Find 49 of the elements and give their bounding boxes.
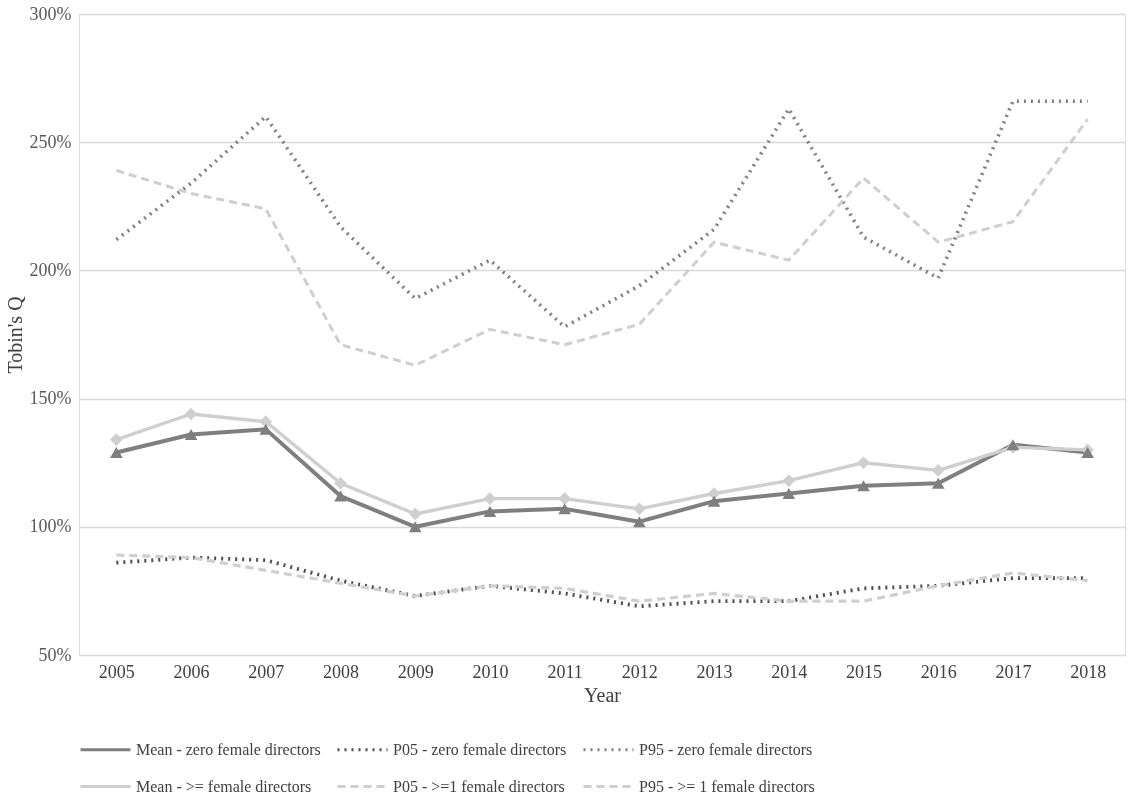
- y-axis-title: Tobin's Q: [3, 295, 26, 374]
- point: [782, 474, 796, 487]
- y-tick-label: 50%: [38, 644, 72, 665]
- point: [483, 505, 497, 517]
- point: [633, 516, 646, 528]
- y-tick-label: 150%: [29, 388, 72, 409]
- legend-label: Mean - >= female directors: [136, 777, 312, 795]
- line-series: [114, 99, 1090, 329]
- legend-label: P05 - zero female directors: [393, 740, 567, 758]
- x-tick-label: 2009: [397, 661, 434, 682]
- point: [184, 407, 198, 421]
- x-tick-label: 2016: [920, 661, 957, 682]
- x-tick-label: 2006: [173, 661, 210, 682]
- point: [334, 490, 347, 502]
- point: [782, 487, 796, 499]
- point: [857, 456, 870, 470]
- point: [483, 492, 497, 505]
- point: [633, 502, 646, 516]
- x-tick-label: 2011: [547, 661, 583, 682]
- x-tick-label: 2012: [621, 661, 658, 682]
- y-tick-label: 300%: [29, 3, 72, 24]
- point: [931, 477, 945, 489]
- y-tick-label: 200%: [29, 259, 72, 280]
- legend-label: P95 - zero female directors: [639, 740, 813, 758]
- x-tick-label: 2013: [696, 661, 733, 682]
- point: [707, 495, 721, 507]
- x-tick-label: 2007: [248, 661, 285, 682]
- x-tick-label: 2014: [771, 661, 808, 682]
- point: [931, 464, 945, 477]
- point: [408, 507, 422, 521]
- point: [184, 429, 198, 440]
- x-tick-label: 2005: [98, 661, 135, 682]
- x-tick-label: 2017: [995, 661, 1032, 682]
- x-tick-label: 2008: [323, 661, 359, 682]
- point: [334, 476, 347, 490]
- y-tick-label: 100%: [29, 516, 72, 537]
- y-tick-label: 250%: [29, 131, 72, 152]
- point: [408, 521, 422, 533]
- x-tick-label: 2010: [472, 661, 509, 682]
- x-tick-label: 2018: [1070, 661, 1107, 682]
- x-tick-label: 2015: [846, 661, 882, 682]
- legend-label: Mean - zero female directors: [136, 740, 321, 758]
- x-axis-title: Year: [584, 683, 622, 706]
- legend-label: P05 - >=1 female directors: [393, 777, 565, 795]
- point: [110, 433, 123, 446]
- legend-label: P95 - >= 1 female directors: [639, 777, 815, 795]
- point: [110, 446, 123, 458]
- point: [558, 503, 571, 515]
- point: [857, 480, 870, 492]
